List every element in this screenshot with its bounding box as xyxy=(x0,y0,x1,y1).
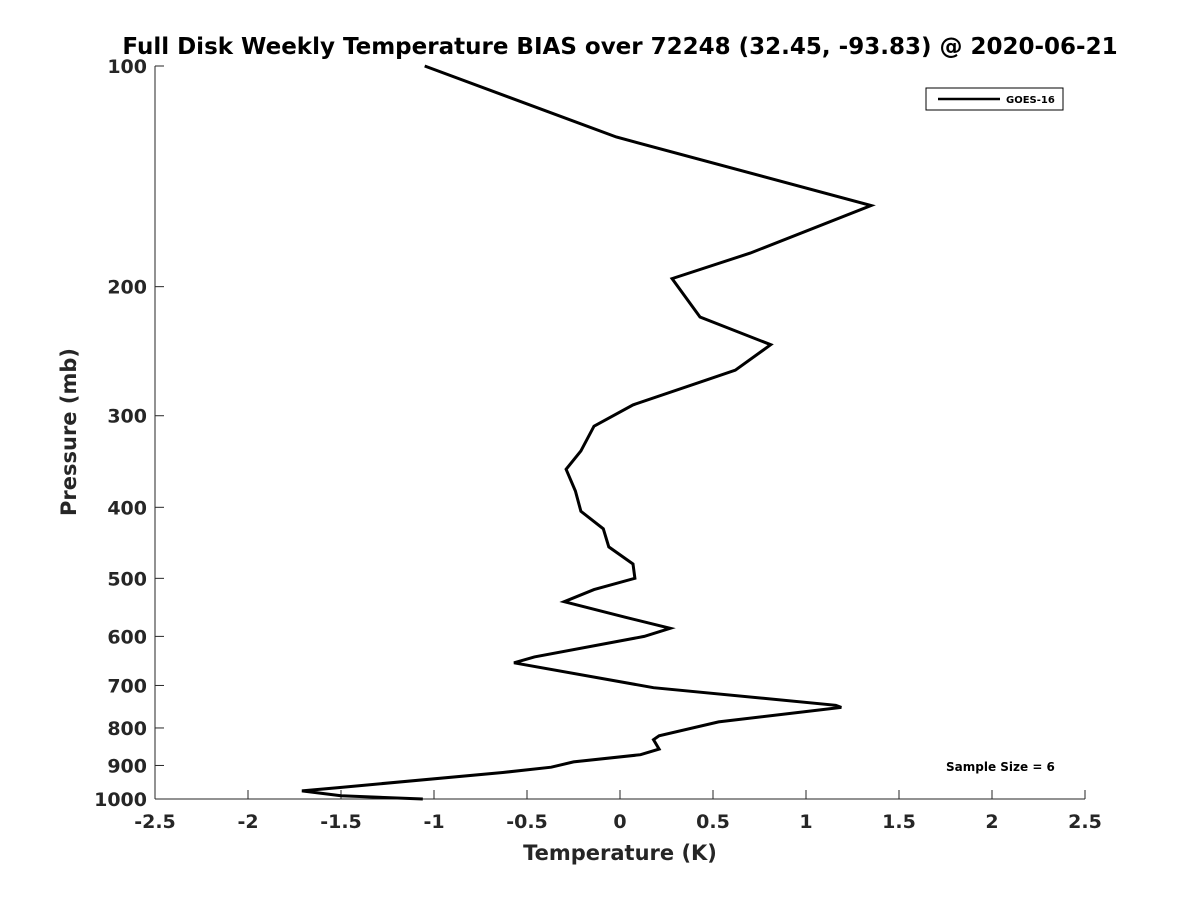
y-tick-label: 200 xyxy=(107,277,147,299)
legend: GOES-16 xyxy=(925,87,1064,111)
x-tick-label: 1.5 xyxy=(882,811,916,833)
chart-title: Full Disk Weekly Temperature BIAS over 7… xyxy=(122,34,1117,60)
x-tick-label: -2 xyxy=(237,811,258,833)
y-tick-label: 100 xyxy=(107,56,147,78)
y-tick-label: 400 xyxy=(107,497,147,519)
plot-area xyxy=(155,66,1085,799)
x-tick-label: 0.5 xyxy=(696,811,730,833)
sample-size-annotation: Sample Size = 6 xyxy=(946,760,1055,774)
x-tick-label: -1 xyxy=(423,811,444,833)
y-tick-label: 600 xyxy=(107,626,147,648)
x-axis-label: Temperature (K) xyxy=(523,841,717,865)
y-axis-label: Pressure (mb) xyxy=(57,348,81,516)
x-tick-label: -1.5 xyxy=(320,811,362,833)
x-tick-label: -0.5 xyxy=(506,811,548,833)
y-axis: 100 200 300 400 500 600 700 800 900 1000 xyxy=(94,56,164,811)
x-tick-label: 2 xyxy=(985,811,998,833)
y-tick-label: 800 xyxy=(107,718,147,740)
series-line-goes-16 xyxy=(301,64,876,801)
x-tick-label: 0 xyxy=(613,811,626,833)
x-tick-label: -2.5 xyxy=(134,811,176,833)
series-layer xyxy=(301,64,876,801)
x-tick-label: 2.5 xyxy=(1068,811,1102,833)
legend-label-goes16: GOES-16 xyxy=(1006,95,1055,106)
y-tick-label: 300 xyxy=(107,406,147,428)
x-axis: -2.5 -2 -1.5 -1 -0.5 0 0.5 1 1.5 2 2.5 xyxy=(134,790,1102,833)
y-tick-label: 700 xyxy=(107,675,147,697)
x-tick-label: 1 xyxy=(799,811,812,833)
y-tick-label: 500 xyxy=(107,568,147,590)
y-tick-label: 900 xyxy=(107,755,147,777)
y-tick-label: 1000 xyxy=(94,789,147,811)
